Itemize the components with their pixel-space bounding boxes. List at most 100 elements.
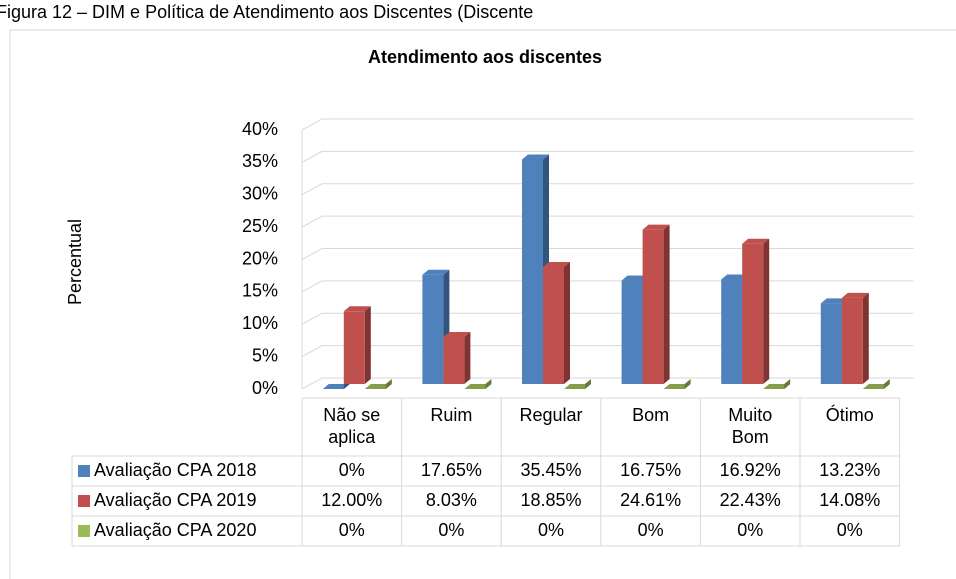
table-value: 0% [438, 520, 464, 540]
x-tick-label: Bom [632, 405, 669, 425]
bar-side [784, 379, 791, 389]
bar-top [464, 384, 492, 389]
bar [343, 306, 371, 384]
bar-top [862, 384, 890, 389]
chart-frame [9, 29, 956, 579]
table-value: 8.03% [426, 490, 477, 510]
legend-swatch [78, 465, 90, 477]
table-value: 0% [638, 520, 664, 540]
bar-side [684, 379, 691, 389]
bar-front [841, 297, 863, 384]
table-value: 14.08% [819, 490, 880, 510]
bar-side [485, 379, 492, 389]
bar-front [422, 274, 444, 384]
bar-top [422, 269, 450, 275]
caption: Figura 12 – DIM e Política de Atendiment… [0, 2, 533, 22]
bar [862, 379, 890, 389]
bar-front [642, 229, 664, 384]
y-tick-label: 20% [242, 248, 278, 268]
bar [663, 379, 691, 389]
bar-top [820, 298, 848, 304]
bar-top [564, 384, 591, 389]
table-value: 17.65% [421, 460, 482, 480]
bar-front [522, 159, 543, 384]
bar-top [763, 384, 791, 389]
bar-side [862, 292, 869, 384]
bar [742, 238, 770, 384]
table-value: 0% [837, 520, 863, 540]
legend-label: Avaliação CPA 2018 [94, 460, 256, 480]
bar-front [543, 266, 564, 384]
table-value: 18.85% [520, 490, 581, 510]
table-value: 16.92% [720, 460, 781, 480]
table-value: 0% [339, 520, 365, 540]
legend-label: Avaliação CPA 2020 [94, 520, 256, 540]
table-value: 0% [737, 520, 763, 540]
bar-front [621, 280, 643, 384]
x-tick-label: Ótimo [826, 404, 874, 425]
legend-swatch [78, 495, 90, 507]
bar [543, 261, 570, 384]
bar-top [621, 275, 649, 281]
y-tick-label: 15% [242, 281, 278, 301]
bar-front [820, 303, 842, 384]
y-tick-label: 25% [242, 216, 278, 236]
bar-top [364, 384, 392, 389]
legend-swatch [78, 525, 90, 537]
y-tick-label: 10% [242, 313, 278, 333]
bar-top [543, 261, 570, 267]
table-value: 0% [538, 520, 564, 540]
bar-front [742, 243, 764, 384]
grid-line [301, 377, 914, 390]
grid-line [301, 150, 914, 163]
x-tick-label: Ruim [430, 405, 472, 425]
grid-line [301, 215, 914, 228]
table-value: 35.45% [520, 460, 581, 480]
bar-front [443, 337, 465, 384]
bar-top [343, 306, 371, 312]
x-tick-label: Regular [519, 405, 582, 425]
y-tick-label: 40% [242, 119, 278, 139]
bar-side [883, 379, 890, 389]
table-value: 22.43% [720, 490, 781, 510]
chart-title: Atendimento aos discentes [368, 47, 602, 67]
bar-top [721, 274, 749, 280]
bar-top [742, 238, 770, 244]
y-tick-label: 5% [252, 345, 278, 365]
table-value: 12.00% [321, 490, 382, 510]
grid-line [301, 118, 914, 131]
x-tick-label: Muito Bom [728, 405, 772, 447]
bar-top [322, 384, 350, 389]
x-tick-label: Não se aplica [323, 405, 380, 447]
bar-side [763, 238, 770, 384]
bar-top [841, 292, 869, 298]
bar-top [663, 384, 691, 389]
grid-line [301, 248, 914, 260]
table-value: 0% [339, 460, 365, 480]
grid-line [301, 280, 914, 293]
y-tick-label: 0% [252, 378, 278, 398]
bar-front [343, 311, 365, 384]
grid-line [301, 312, 914, 325]
bar-side [663, 224, 670, 384]
bar-side [585, 379, 591, 389]
bar-top [642, 224, 670, 230]
bar [364, 379, 392, 389]
y-tick-label: 35% [242, 151, 278, 171]
table-value: 13.23% [819, 460, 880, 480]
bar-side [385, 379, 392, 389]
bar [564, 379, 591, 389]
bar-front [721, 279, 743, 384]
bar-top [443, 332, 471, 338]
y-tick-label: 30% [242, 184, 278, 204]
legend-label: Avaliação CPA 2019 [94, 490, 256, 510]
bar [464, 379, 492, 389]
bar [443, 332, 471, 384]
bar [841, 292, 869, 384]
bar [763, 379, 791, 389]
bar-side [464, 332, 471, 384]
bar [642, 224, 670, 384]
table-value: 24.61% [620, 490, 681, 510]
grid-line [301, 183, 914, 196]
